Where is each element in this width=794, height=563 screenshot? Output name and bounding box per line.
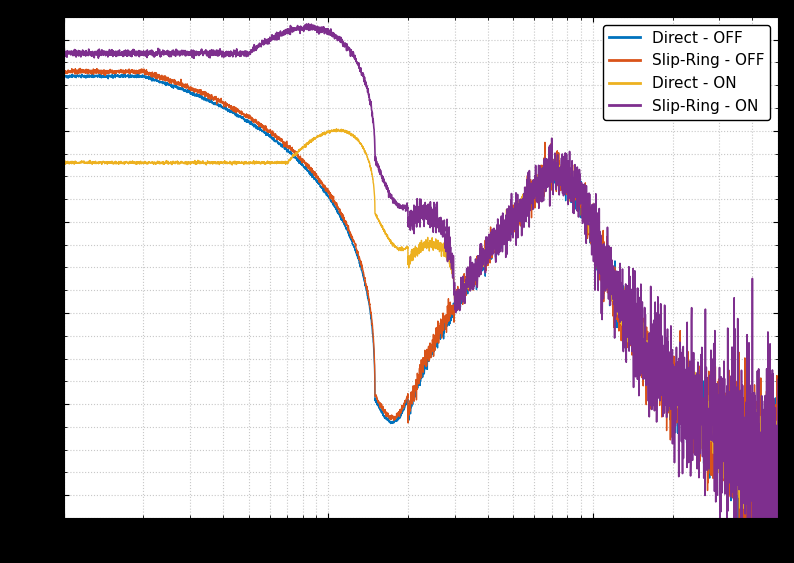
Slip-Ring - ON: [773, 376, 783, 383]
Direct - OFF: [133, 70, 143, 77]
Slip-Ring - ON: [399, 204, 408, 211]
Slip-Ring - ON: [304, 20, 314, 27]
Slip-Ring - ON: [752, 515, 761, 522]
Direct - ON: [716, 434, 726, 440]
Slip-Ring - OFF: [752, 488, 761, 494]
Direct - ON: [399, 245, 408, 252]
Line: Slip-Ring - ON: Slip-Ring - ON: [64, 24, 778, 563]
Direct - OFF: [578, 204, 588, 211]
Slip-Ring - OFF: [59, 67, 68, 74]
Direct - ON: [365, 159, 375, 166]
Direct - OFF: [399, 407, 408, 414]
Direct - ON: [332, 126, 341, 132]
Direct - OFF: [773, 468, 783, 475]
Slip-Ring - OFF: [365, 301, 375, 308]
Slip-Ring - OFF: [359, 271, 368, 278]
Direct - OFF: [716, 441, 726, 448]
Direct - OFF: [365, 305, 375, 312]
Direct - ON: [773, 489, 783, 495]
Slip-Ring - ON: [59, 52, 68, 59]
Line: Slip-Ring - OFF: Slip-Ring - OFF: [64, 68, 778, 563]
Direct - ON: [359, 145, 368, 152]
Line: Direct - OFF: Direct - OFF: [64, 74, 778, 552]
Legend: Direct - OFF, Slip-Ring - OFF, Direct - ON, Slip-Ring - ON: Direct - OFF, Slip-Ring - OFF, Direct - …: [603, 25, 770, 120]
Direct - OFF: [765, 549, 775, 556]
Slip-Ring - OFF: [716, 432, 726, 439]
Direct - ON: [769, 532, 778, 539]
Slip-Ring - ON: [578, 182, 588, 189]
Slip-Ring - ON: [359, 74, 368, 81]
Direct - OFF: [359, 277, 368, 284]
Slip-Ring - ON: [365, 96, 375, 103]
Direct - ON: [752, 458, 761, 465]
Slip-Ring - ON: [716, 374, 726, 381]
Direct - OFF: [59, 73, 68, 79]
Slip-Ring - OFF: [578, 205, 588, 212]
Direct - ON: [59, 160, 68, 167]
Slip-Ring - OFF: [75, 65, 85, 72]
Line: Direct - ON: Direct - ON: [64, 129, 778, 535]
Slip-Ring - OFF: [399, 403, 408, 409]
Direct - OFF: [752, 472, 761, 479]
Slip-Ring - OFF: [773, 471, 783, 477]
Direct - ON: [578, 202, 588, 208]
